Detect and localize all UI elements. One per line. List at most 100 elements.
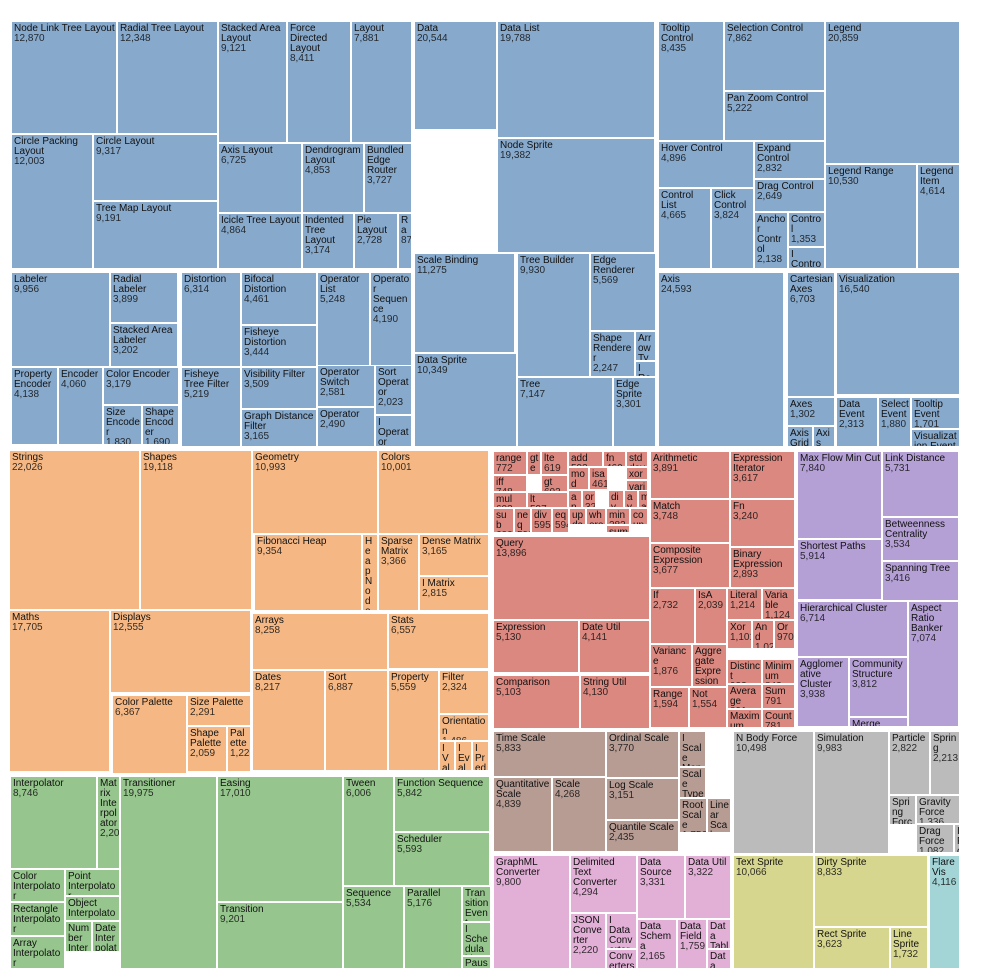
treemap-cell-query-mul[interactable]: mul603 (493, 492, 527, 508)
treemap-cell-vis-node-sprite[interactable]: Node Sprite 19,382 (497, 138, 655, 253)
treemap-cell-data-graphml-converter[interactable]: GraphML Converter 9,800 (493, 855, 570, 969)
treemap-cell-vis-i-control[interactable]: I Control845 (788, 247, 825, 269)
treemap-cell-query-arithmetic[interactable]: Arithmetic 3,891 (650, 451, 730, 499)
treemap-cell-vis-visualization[interactable]: Visualization 16,540 (836, 272, 960, 395)
treemap-cell-animate-point-interpolator[interactable]: Point Interpolator1,675 (65, 869, 120, 896)
treemap-cell-query-iff[interactable]: iff748 (493, 475, 527, 492)
treemap-cell-query-eq[interactable]: eq594 (552, 508, 569, 533)
treemap-cell-vis-labeler[interactable]: Labeler 9,956 (11, 272, 110, 367)
treemap-cell-query-add[interactable]: add593 (568, 451, 603, 467)
treemap-cell-query-sum[interactable]: sum280 (606, 525, 630, 533)
treemap-cell-scale-linear-scale[interactable]: Linear Scale1,316 (707, 798, 731, 833)
treemap-cell-animate-object-interpolator[interactable]: Object Interpolator1,629 (65, 896, 120, 921)
treemap-cell-vis-radial-tree-layout[interactable]: Radial Tree Layout 12,348 (117, 21, 218, 134)
treemap-cell-query-count[interactable]: count277 (630, 508, 648, 525)
treemap-cell-scale-time-scale[interactable]: Time Scale 5,833 (493, 731, 606, 777)
treemap-cell-util-colors[interactable]: Colors 10,001 (378, 450, 489, 534)
treemap-cell-vis-legend-item[interactable]: Legend Item 4,614 (917, 164, 960, 269)
treemap-cell-vis-distortion[interactable]: Distortion 6,314 (181, 272, 241, 367)
treemap-cell-vis-circle-layout[interactable]: Circle Layout 9,317 (93, 134, 218, 201)
treemap-cell-physics-i-force[interactable]: I Force319 (954, 824, 960, 853)
treemap-cell-util-strings[interactable]: Strings 22,026 (9, 450, 140, 610)
treemap-cell-util-heap-node[interactable]: Heap Node1,233 (362, 534, 378, 611)
treemap-cell-vis-select-event[interactable]: Select Event 1,880 (878, 397, 911, 447)
treemap-cell-vis-indented-tree-layout[interactable]: Indented Tree Layout 3,174 (302, 213, 354, 269)
treemap-cell-analytics-link-distance[interactable]: Link Distance 5,731 (882, 451, 959, 517)
treemap-cell-vis-encoder[interactable]: Encoder 4,060 (58, 367, 103, 445)
treemap-cell-scale-quantile-scale[interactable]: Quantile Scale 2,435 (606, 820, 679, 852)
treemap-cell-data-data-set[interactable]: Data Set586 (707, 949, 731, 969)
treemap-cell-vis-fisheye-distortion[interactable]: Fisheye Distortion 3,444 (241, 325, 317, 367)
treemap-cell-data-data-util[interactable]: Data Util 3,322 (685, 855, 731, 919)
treemap-cell-util-geometry[interactable]: Geometry 10,993 (252, 450, 378, 534)
treemap-cell-vis-axis-grid[interactable]: Axis Grid3,141 (787, 426, 813, 447)
treemap-cell-query-min[interactable]: min283 (606, 508, 630, 525)
treemap-cell-animate-scheduler[interactable]: Scheduler 5,593 (394, 832, 490, 886)
treemap-cell-query-average[interactable]: Average891 (727, 684, 762, 709)
treemap-cell-animate-transitioner[interactable]: Transitioner 19,975 (120, 776, 217, 969)
treemap-cell-vis-edge-sprite[interactable]: Edge Sprite 3,301 (613, 377, 656, 447)
treemap-cell-animate-transition[interactable]: Transition 9,201 (217, 902, 343, 969)
treemap-cell-vis-operator-list[interactable]: Operator List 5,248 (317, 272, 370, 367)
treemap-cell-query-literal[interactable]: Literal 1,214 (727, 588, 762, 620)
treemap-cell-vis-tooltip-event[interactable]: Tooltip Event 1,701 (911, 397, 960, 429)
treemap-cell-query-or[interactable]: Or 970 (774, 620, 795, 649)
treemap-cell-analytics-aspect-ratio-banker[interactable]: Aspect Ratio Banker 7,074 (908, 601, 959, 727)
treemap-cell-util-dense-matrix[interactable]: Dense Matrix 3,165 (419, 534, 489, 576)
treemap-cell-vis-tree-builder[interactable]: Tree Builder 9,930 (517, 253, 590, 377)
treemap-cell-vis-pan-zoom-control[interactable]: Pan Zoom Control 5,222 (724, 91, 825, 141)
treemap-cell-data-data-source[interactable]: Data Source 3,331 (637, 855, 685, 919)
treemap-cell-data-data-field[interactable]: Data Field 1,759 (677, 919, 707, 969)
treemap-cell-query-stddev[interactable]: stddev363 (626, 451, 648, 467)
treemap-cell-vis-legend[interactable]: Legend 20,859 (825, 21, 960, 164)
treemap-cell-scale-scale-type[interactable]: Scale Type1,821 (679, 767, 706, 798)
treemap-cell-query-xor[interactable]: xor354 (626, 467, 648, 480)
treemap-cell-physics-n-body-force[interactable]: N Body Force 10,498 (733, 731, 814, 854)
treemap-cell-query-expression[interactable]: Expression 5,130 (493, 620, 579, 673)
treemap-cell-query-sub[interactable]: sub600 (493, 508, 514, 533)
treemap-cell-vis-stacked-area-labeler[interactable]: Stacked Area Labeler 3,202 (110, 323, 178, 367)
treemap-cell-vis-property-encoder[interactable]: Property Encoder 4,138 (11, 367, 58, 445)
treemap-cell-analytics-shortest-paths[interactable]: Shortest Paths 5,914 (797, 539, 882, 600)
treemap-cell-vis-axis-label[interactable]: Axis Label636 (813, 426, 835, 447)
treemap-cell-query-and[interactable]: and330 (568, 490, 582, 508)
treemap-cell-vis-scale-binding[interactable]: Scale Binding 11,275 (414, 253, 515, 353)
treemap-cell-query-composite-expression[interactable]: Composite Expression 3,677 (650, 543, 730, 588)
treemap-cell-vis-data-sprite[interactable]: Data Sprite 10,349 (414, 353, 517, 447)
treemap-cell-util-maths[interactable]: Maths 17,705 (9, 610, 110, 772)
treemap-cell-data-delimited-text-converter[interactable]: Delimited Text Converter 4,294 (570, 855, 637, 913)
treemap-cell-scale-log-scale[interactable]: Log Scale 3,151 (606, 778, 679, 820)
treemap-cell-query-match[interactable]: Match 3,748 (650, 499, 730, 543)
treemap-cell-vis-axis-layout[interactable]: Axis Layout 6,725 (218, 143, 302, 213)
treemap-cell-query-binary-expression[interactable]: Binary Expression 2,893 (730, 547, 795, 588)
treemap-cell-vis-operator-sequence[interactable]: Operator Sequence 4,190 (370, 272, 412, 367)
treemap-cell-util-i-value-proxy[interactable]: I Value Proxy316 (439, 741, 455, 771)
treemap-cell-scale-i-scale-map[interactable]: I Scale Map2,105 (679, 731, 706, 767)
treemap-cell-query-mod[interactable]: mod591 (568, 467, 589, 490)
treemap-cell-animate-function-sequence[interactable]: Function Sequence 5,842 (394, 776, 490, 832)
treemap-cell-vis-drag-control[interactable]: Drag Control 2,649 (754, 179, 825, 212)
treemap-cell-data-i-data-converter[interactable]: I Data Converter1,314 (606, 913, 637, 949)
treemap-cell-animate-pause[interactable]: Pause449 (462, 956, 491, 969)
treemap-cell-query-or[interactable]: or323 (582, 490, 596, 508)
treemap-cell-vis-node-link-tree-layout[interactable]: Node Link Tree Layout 12,870 (11, 21, 117, 134)
treemap-cell-physics-particle[interactable]: Particle 2,822 (889, 731, 930, 795)
treemap-cell-query-lt[interactable]: lt597 (527, 492, 568, 508)
treemap-cell-vis-fisheye-tree-filter[interactable]: Fisheye Tree Filter 5,219 (181, 367, 241, 447)
treemap-cell-scale-ordinal-scale[interactable]: Ordinal Scale 3,770 (606, 731, 679, 778)
treemap-cell-analytics-max-flow-min-cut[interactable]: Max Flow Min Cut 7,840 (797, 451, 882, 539)
treemap-cell-vis-cartesian-axes[interactable]: Cartesian Axes 6,703 (787, 272, 835, 397)
treemap-cell-animate-array-interpolator[interactable]: Array Interpolator1,983 (10, 936, 65, 969)
treemap-cell-query-fn[interactable]: fn460 (603, 451, 626, 467)
treemap-cell-query-avg[interactable]: avg323 (624, 490, 638, 508)
treemap-cell-text-text-sprite[interactable]: Text Sprite 10,066 (733, 855, 814, 969)
treemap-cell-scale-root-scale[interactable]: Root Scale1,756 (679, 798, 707, 833)
treemap-cell-query-not[interactable]: Not 1,554 (689, 687, 727, 728)
treemap-cell-vis-axis[interactable]: Axis 24,593 (658, 272, 784, 447)
treemap-cell-text-line-sprite[interactable]: Line Sprite 1,732 (890, 927, 928, 969)
